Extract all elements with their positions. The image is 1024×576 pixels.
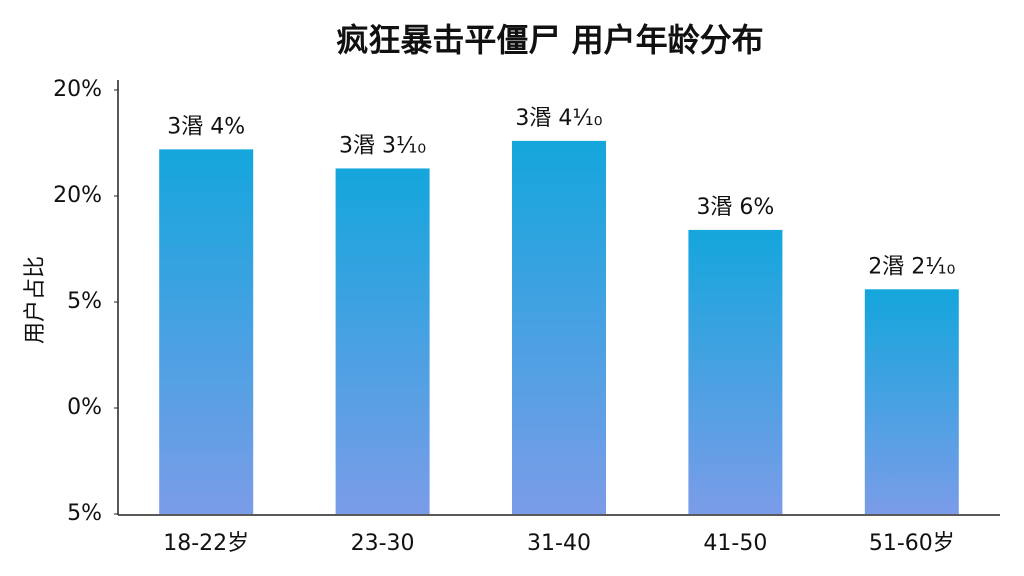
chart-title: 疯狂暴击平僵尸 用户年龄分布 [336,21,763,59]
y-tick-label: 0% [67,395,102,420]
bar [512,140,606,514]
x-tick-label: 31-40 [527,531,591,556]
bar [159,149,254,515]
value-label: 3湣 4% [167,114,245,139]
x-tick-label: 51-60岁 [869,531,955,556]
value-label: 3湣 4⅒ [515,106,602,131]
x-tick-label: 41-50 [703,531,767,556]
bar [864,289,959,514]
value-label: 3湣 3⅒ [339,133,426,158]
y-axis-label: 用户占比 [23,256,48,344]
value-label: 3湣 6% [696,195,774,220]
y-tick-label: 5% [67,289,102,314]
x-tick-label: 23-30 [351,531,415,556]
bar [688,229,783,515]
y-tick-label: 20% [53,183,102,208]
value-label: 2湣 2⅒ [868,254,955,279]
bar [335,168,430,514]
y-tick-label: 20% [53,77,102,102]
y-tick-label: 5% [67,501,102,526]
x-tick-label: 18-22岁 [163,531,249,556]
